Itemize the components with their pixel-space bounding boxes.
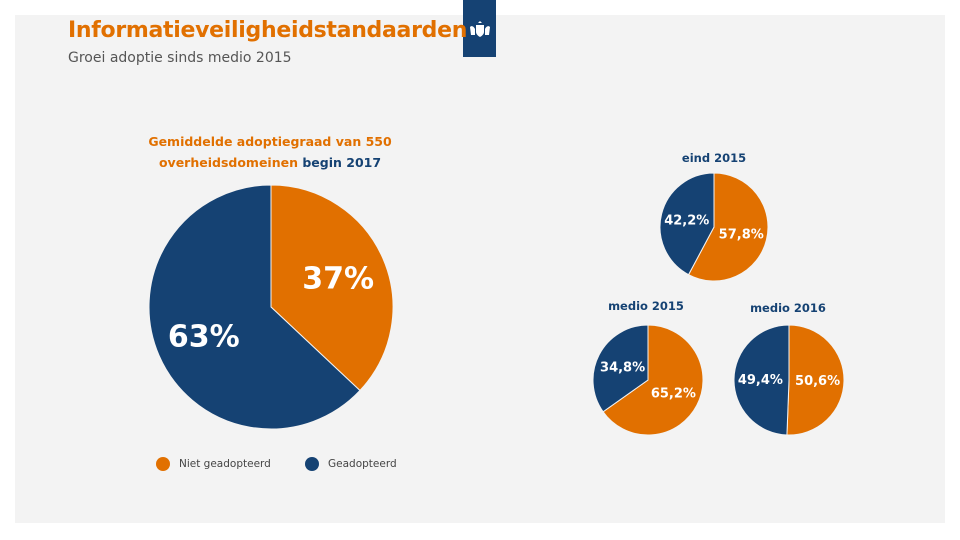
pie-data-label: 63% [168, 320, 240, 355]
legend-label: Niet geadopteerd [179, 458, 271, 470]
chart-title-medio-2016: medio 2016 [750, 301, 826, 315]
page-subtitle: Groei adoptie sinds medio 2015 [68, 50, 292, 66]
pie-slice-niet-geadopteerd [687, 172, 769, 282]
pie-slice-geadopteerd [733, 324, 790, 436]
pie-data-label: 65,2% [651, 387, 696, 402]
legend-item-niet-geadopteerd: Niet geadopteerd [156, 457, 271, 471]
main-chart-title-part2: begin 2017 [302, 155, 382, 170]
pie-data-label: 37% [302, 261, 374, 296]
pie-slice-niet-geadopteerd [602, 324, 704, 436]
pie-data-label: 49,4% [738, 373, 783, 388]
legend-item-geadopteerd: Geadopteerd [305, 457, 397, 471]
government-logo [463, 0, 496, 57]
legend-label: Geadopteerd [328, 458, 397, 470]
main-chart-title: Gemiddelde adoptiegraad van 550 overheid… [130, 131, 410, 173]
pie-data-label: 34,8% [600, 360, 645, 375]
main-chart-title-part1: Gemiddelde adoptiegraad van 550 overheid… [148, 134, 392, 170]
legend-swatch-orange [156, 457, 170, 471]
legend-swatch-navy [305, 457, 319, 471]
pie-slice-geadopteerd [592, 324, 649, 413]
pie-slice-geadopteerd [659, 172, 715, 276]
pie-data-label: 50,6% [795, 374, 840, 389]
pie-slice-niet-geadopteerd [270, 184, 394, 392]
chart-title-eind-2015: eind 2015 [681, 151, 747, 165]
chart-title-medio-2015: medio 2015 [608, 299, 684, 313]
pie-data-label: 42,2% [664, 214, 709, 229]
pie-slice-niet-geadopteerd [786, 324, 845, 436]
pie-data-label: 57,8% [719, 227, 764, 242]
coat-of-arms-icon [469, 20, 490, 37]
pie-slice-geadopteerd [148, 184, 361, 430]
page-title: Informatieveiligheidstandaarden [68, 18, 468, 43]
